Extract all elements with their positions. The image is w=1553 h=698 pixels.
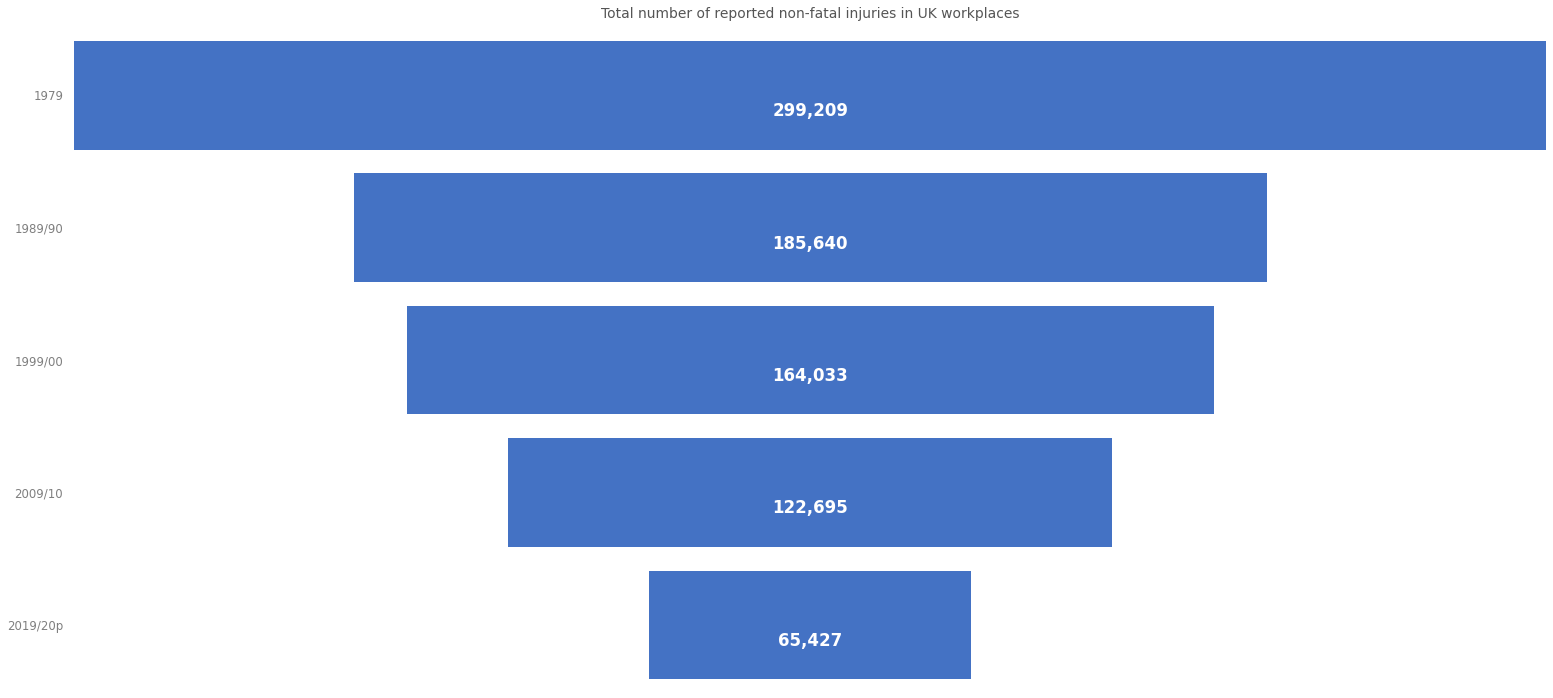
Text: 65,427: 65,427 (778, 632, 842, 650)
Text: 164,033: 164,033 (772, 367, 848, 385)
Bar (407, 306, 1213, 415)
Bar (75, 41, 1547, 149)
Title: Total number of reported non-fatal injuries in UK workplaces: Total number of reported non-fatal injur… (601, 7, 1019, 21)
Text: 185,640: 185,640 (772, 235, 848, 253)
Bar (508, 438, 1112, 547)
Text: 299,209: 299,209 (772, 102, 848, 120)
Bar (649, 570, 971, 679)
Text: 122,695: 122,695 (772, 499, 848, 517)
Bar (354, 173, 1267, 282)
